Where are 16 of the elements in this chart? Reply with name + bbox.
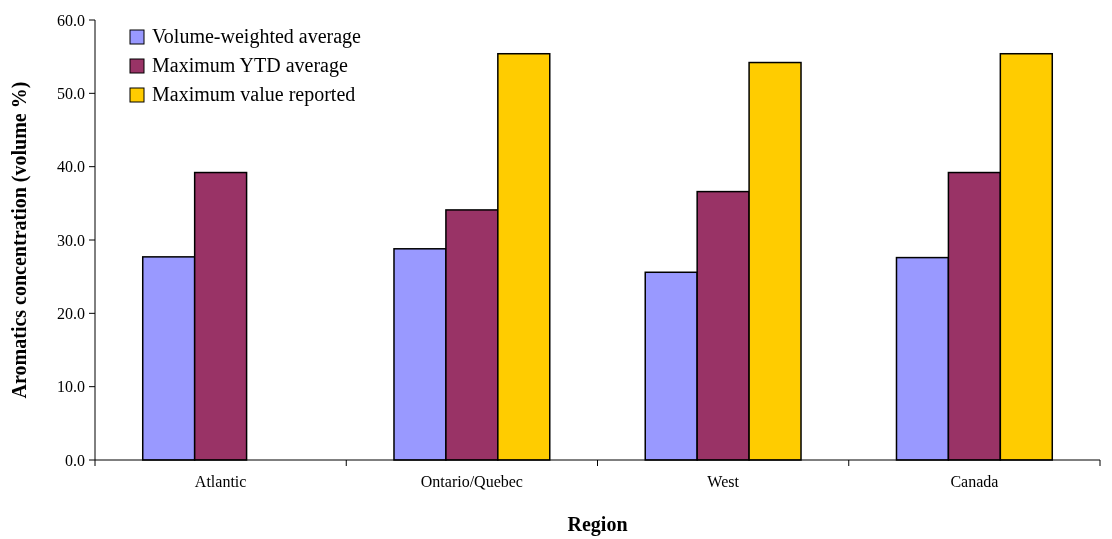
y-axis-title: Aromatics concentration (volume %)	[8, 81, 31, 399]
x-tick-label: West	[707, 473, 740, 490]
x-tick-label: Ontario/Quebec	[420, 473, 523, 490]
x-axis-title: Region	[567, 513, 628, 536]
y-tick-label: 40.0	[57, 158, 85, 176]
y-tick-label: 60.0	[57, 11, 85, 29]
legend-label: Maximum value reported	[152, 83, 356, 106]
x-tick-label: Atlantic	[194, 473, 247, 490]
y-tick-label: 50.0	[57, 84, 85, 102]
y-tick-label: 10.0	[57, 378, 85, 396]
x-tick-label: Canada	[950, 473, 999, 490]
y-tick-label: 20.0	[57, 304, 85, 322]
y-tick-label: 30.0	[57, 231, 85, 249]
legend-label: Volume-weighted average	[152, 25, 362, 48]
legend-label: Maximum YTD average	[152, 54, 348, 77]
y-tick-label: 0.0	[65, 451, 85, 469]
